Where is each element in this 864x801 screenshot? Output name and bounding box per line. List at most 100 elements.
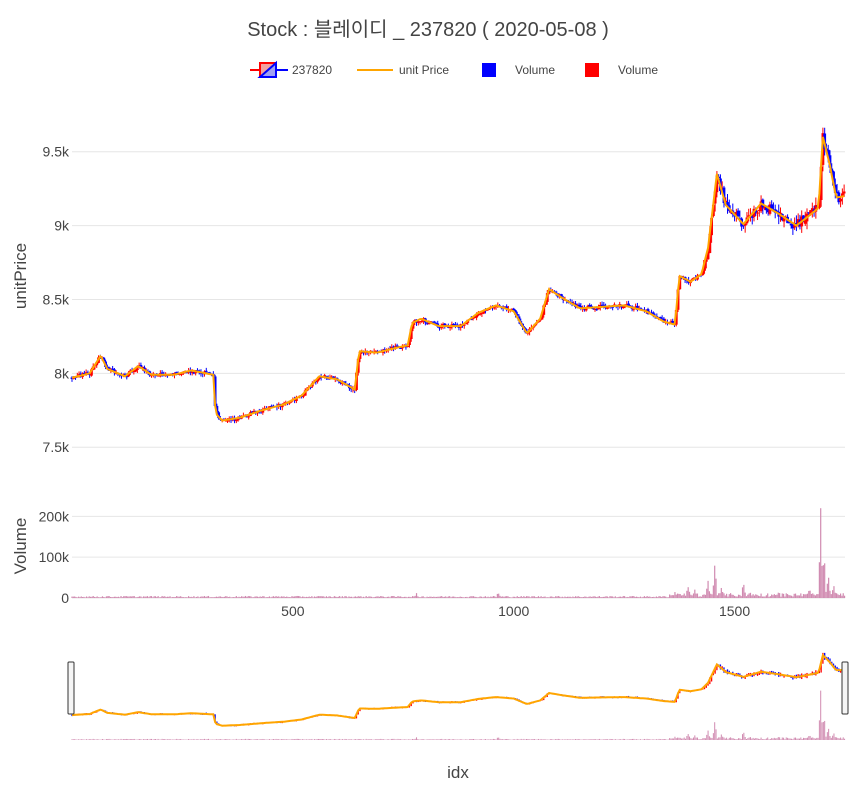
- candle-body: [784, 216, 788, 218]
- candle-body: [708, 233, 712, 253]
- legend-item-2[interactable]: Volume: [482, 63, 555, 77]
- candle-body: [658, 316, 662, 320]
- candle-body: [803, 219, 807, 224]
- x-tick-label: 1000: [498, 603, 529, 619]
- candle-body: [809, 210, 812, 215]
- candle-body: [795, 223, 798, 225]
- candle-body: [174, 372, 178, 374]
- candle-body: [787, 221, 791, 224]
- candle-body: [602, 304, 606, 306]
- candle-body: [802, 215, 805, 222]
- candle-body: [639, 308, 643, 310]
- range-slider-right-handle[interactable]: [841, 661, 849, 715]
- price-axis-title: unitPrice: [11, 243, 30, 309]
- range-slider-bg[interactable]: [72, 640, 845, 740]
- candle-body: [434, 323, 438, 325]
- range-slider-volume: [71, 690, 846, 740]
- candle-body: [701, 270, 705, 276]
- candle-body: [268, 406, 272, 408]
- legend-label: Volume: [515, 63, 555, 77]
- candle-body: [302, 395, 305, 397]
- candle-body: [427, 323, 431, 325]
- candle-body: [180, 373, 183, 375]
- price-tick-label: 9.5k: [43, 144, 70, 160]
- volume-gridlines: [72, 515, 845, 599]
- candle-body: [431, 321, 434, 323]
- candle-body: [577, 304, 581, 307]
- candle-body: [236, 418, 240, 421]
- candle-body: [791, 223, 795, 229]
- candle-body: [600, 304, 604, 306]
- legend-item-0[interactable]: 237820: [250, 60, 332, 78]
- price-tick-label: 8.5k: [43, 291, 70, 307]
- candle-body: [810, 208, 814, 211]
- candle-body: [287, 402, 291, 404]
- candle-body: [485, 309, 489, 311]
- range-slider[interactable]: [67, 640, 849, 740]
- candle-body: [621, 306, 625, 309]
- candle-body: [141, 366, 145, 369]
- candle-body: [814, 205, 818, 212]
- candle-body: [98, 357, 102, 359]
- candle-body: [462, 324, 466, 326]
- candle-body: [471, 317, 475, 319]
- candle-body: [759, 201, 763, 212]
- candle-body: [756, 212, 759, 214]
- legend-square-icon: [482, 63, 496, 77]
- candle-body: [252, 410, 256, 413]
- range-slider-line: [71, 653, 845, 727]
- price-axis-ticks: 7.5k 8k 8.5k 9k 9.5k: [43, 144, 70, 456]
- x-axis-title: idx: [447, 763, 469, 782]
- volume-bars: [71, 508, 846, 598]
- candle-body: [316, 378, 319, 382]
- candle-body: [270, 405, 274, 407]
- candle-body: [401, 347, 404, 349]
- candle-body: [706, 252, 710, 260]
- candle-body: [280, 404, 284, 408]
- legend-item-3[interactable]: Volume: [585, 63, 658, 77]
- candle-body: [492, 307, 496, 309]
- candle-body: [763, 206, 767, 209]
- candle-body: [204, 370, 208, 372]
- candle-body: [125, 376, 129, 378]
- candle-body: [408, 338, 411, 346]
- legend-item-1[interactable]: unit Price: [357, 63, 449, 77]
- candle-body: [374, 350, 378, 352]
- candle-body: [245, 416, 249, 418]
- range-slider-left-handle[interactable]: [67, 661, 75, 715]
- candle-body: [259, 411, 263, 413]
- candle-body: [425, 322, 429, 324]
- candle-body: [82, 372, 86, 375]
- candle-body: [840, 193, 844, 197]
- volume-tick-label: 100k: [39, 549, 70, 565]
- candle-body: [560, 294, 563, 297]
- candle-body: [399, 347, 403, 349]
- x-axis-ticks: 500 1000 1500: [281, 603, 750, 619]
- candle-body: [135, 368, 139, 371]
- price-tick-label: 9k: [54, 218, 70, 234]
- candle-body: [554, 291, 558, 293]
- candle-body: [469, 318, 473, 320]
- candle-body: [70, 377, 74, 379]
- candle-body: [134, 369, 138, 372]
- candle-body: [595, 309, 599, 311]
- candle-body: [452, 323, 456, 325]
- price-candles: [70, 127, 846, 424]
- candle-body: [736, 210, 740, 217]
- candle-body: [586, 305, 590, 308]
- candle-body: [747, 215, 751, 217]
- candle-body: [839, 198, 842, 202]
- candle-body: [234, 420, 238, 422]
- candle-body: [605, 307, 609, 309]
- candle-body: [510, 308, 514, 310]
- candle-body: [309, 386, 312, 388]
- candle-body: [190, 371, 194, 373]
- candle-body: [226, 420, 229, 422]
- candle-body: [726, 202, 729, 207]
- legend-label: unit Price: [399, 63, 449, 77]
- candle-body: [409, 328, 413, 339]
- candle-body: [757, 210, 761, 212]
- chart-legend[interactable]: 237820 unit Price Volume Volume: [250, 60, 658, 78]
- legend-square-icon: [585, 63, 599, 77]
